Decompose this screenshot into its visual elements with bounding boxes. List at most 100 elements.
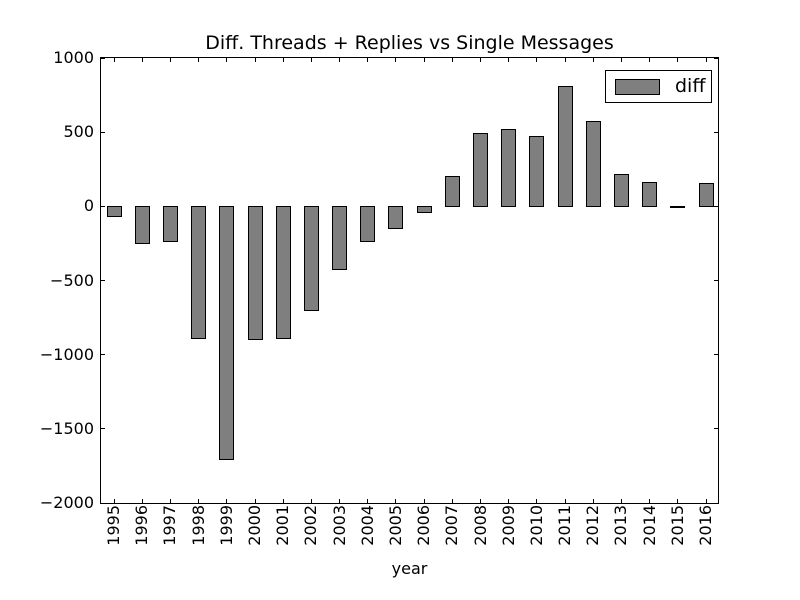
bar-1997 bbox=[162, 205, 178, 242]
x-tick-bottom bbox=[677, 499, 679, 503]
x-tick-bottom bbox=[198, 499, 200, 503]
y-tick-left bbox=[101, 131, 105, 133]
legend-swatch-icon bbox=[615, 78, 660, 95]
x-tick-bottom bbox=[536, 499, 538, 503]
bar-2006 bbox=[416, 205, 432, 213]
x-tick-label-2000: 2000 bbox=[245, 505, 264, 546]
legend-label: diff bbox=[675, 75, 706, 97]
x-tick-top bbox=[423, 58, 425, 62]
x-tick-bottom bbox=[226, 499, 228, 503]
x-tick-top bbox=[564, 58, 566, 62]
x-tick-bottom bbox=[451, 499, 453, 503]
y-tick-left bbox=[101, 205, 105, 207]
bar-2016 bbox=[698, 182, 714, 207]
x-axis-label: year bbox=[391, 559, 428, 578]
bar-2012 bbox=[585, 120, 601, 207]
x-tick-bottom bbox=[480, 499, 481, 503]
x-tick-bottom bbox=[254, 499, 256, 503]
x-tick-top bbox=[480, 58, 481, 62]
x-tick-top bbox=[508, 58, 510, 62]
x-tick-label-2008: 2008 bbox=[470, 505, 490, 546]
y-tick-left bbox=[101, 502, 105, 504]
x-tick-top bbox=[339, 58, 340, 62]
y-tick-right bbox=[714, 502, 718, 504]
bar-1996 bbox=[134, 205, 150, 244]
plot-area: diff bbox=[100, 57, 719, 504]
x-tick-bottom bbox=[508, 499, 510, 503]
y-tick-label--500: −500 bbox=[50, 270, 94, 290]
y-tick-label--1500: −1500 bbox=[39, 418, 94, 438]
bar-2015 bbox=[670, 205, 686, 208]
x-tick-bottom bbox=[395, 499, 397, 503]
bar-1995 bbox=[106, 205, 122, 218]
legend: diff bbox=[605, 70, 712, 103]
bar-1998 bbox=[191, 205, 207, 339]
y-tick-label-1000: 1000 bbox=[53, 48, 94, 67]
y-tick-right bbox=[714, 354, 718, 356]
x-tick-bottom bbox=[592, 499, 594, 503]
x-tick-top bbox=[113, 58, 115, 62]
y-tick-right bbox=[714, 131, 718, 133]
x-tick-label-1999: 1999 bbox=[216, 505, 236, 546]
x-tick-top bbox=[592, 58, 594, 62]
x-tick-label-2005: 2005 bbox=[385, 505, 405, 546]
y-tick-right bbox=[714, 280, 718, 281]
x-tick-bottom bbox=[141, 499, 143, 503]
bar-2005 bbox=[388, 205, 404, 230]
x-tick-top bbox=[649, 58, 651, 62]
y-tick-label--1000: −1000 bbox=[39, 344, 94, 364]
x-tick-top bbox=[705, 58, 707, 62]
x-tick-bottom bbox=[564, 499, 566, 503]
x-tick-label-2012: 2012 bbox=[583, 505, 603, 546]
x-tick-top bbox=[451, 58, 453, 62]
y-tick-left bbox=[101, 354, 105, 356]
y-tick-left bbox=[101, 57, 105, 59]
bar-2010 bbox=[529, 136, 545, 207]
x-tick-label-2011: 2011 bbox=[555, 505, 574, 546]
x-tick-label-1998: 1998 bbox=[188, 505, 208, 546]
x-tick-bottom bbox=[282, 499, 284, 503]
x-tick-top bbox=[395, 58, 397, 62]
y-tick-right bbox=[714, 57, 718, 59]
x-tick-label-2006: 2006 bbox=[414, 505, 434, 546]
x-tick-bottom bbox=[310, 499, 312, 503]
x-tick-label-2004: 2004 bbox=[357, 505, 377, 546]
x-tick-bottom bbox=[620, 499, 622, 503]
bar-2011 bbox=[557, 85, 573, 207]
bar-2013 bbox=[613, 173, 629, 207]
bar-2004 bbox=[360, 205, 376, 243]
y-tick-label-0: 0 bbox=[83, 196, 94, 216]
x-tick-label-1996: 1996 bbox=[132, 505, 152, 546]
x-tick-label-2009: 2009 bbox=[498, 505, 518, 546]
x-tick-top bbox=[141, 58, 143, 62]
bar-2001 bbox=[275, 205, 291, 339]
y-tick-left bbox=[101, 428, 105, 430]
y-tick-label--2000: −2000 bbox=[39, 493, 94, 512]
bar-1999 bbox=[219, 205, 235, 461]
y-tick-right bbox=[714, 205, 718, 207]
x-tick-label-2016: 2016 bbox=[696, 505, 715, 546]
x-tick-top bbox=[254, 58, 256, 62]
x-tick-top bbox=[677, 58, 679, 62]
x-tick-bottom bbox=[169, 499, 171, 503]
y-tick-label-500: 500 bbox=[63, 122, 94, 142]
x-tick-label-2010: 2010 bbox=[526, 505, 546, 546]
x-tick-bottom bbox=[339, 499, 340, 503]
bar-2000 bbox=[247, 205, 263, 341]
x-tick-label-1997: 1997 bbox=[160, 505, 180, 546]
y-tick-right bbox=[714, 428, 718, 430]
x-tick-top bbox=[310, 58, 312, 62]
x-tick-top bbox=[226, 58, 228, 62]
x-tick-bottom bbox=[705, 499, 707, 503]
x-tick-top bbox=[198, 58, 200, 62]
x-tick-bottom bbox=[367, 499, 369, 503]
x-tick-top bbox=[169, 58, 171, 62]
x-tick-label-2003: 2003 bbox=[329, 505, 349, 546]
chart-title: Diff. Threads + Replies vs Single Messag… bbox=[205, 32, 614, 54]
y-tick-left bbox=[101, 280, 105, 281]
x-tick-bottom bbox=[649, 499, 651, 503]
x-tick-bottom bbox=[113, 499, 115, 503]
x-tick-bottom bbox=[423, 499, 425, 503]
bar-2003 bbox=[332, 205, 347, 270]
